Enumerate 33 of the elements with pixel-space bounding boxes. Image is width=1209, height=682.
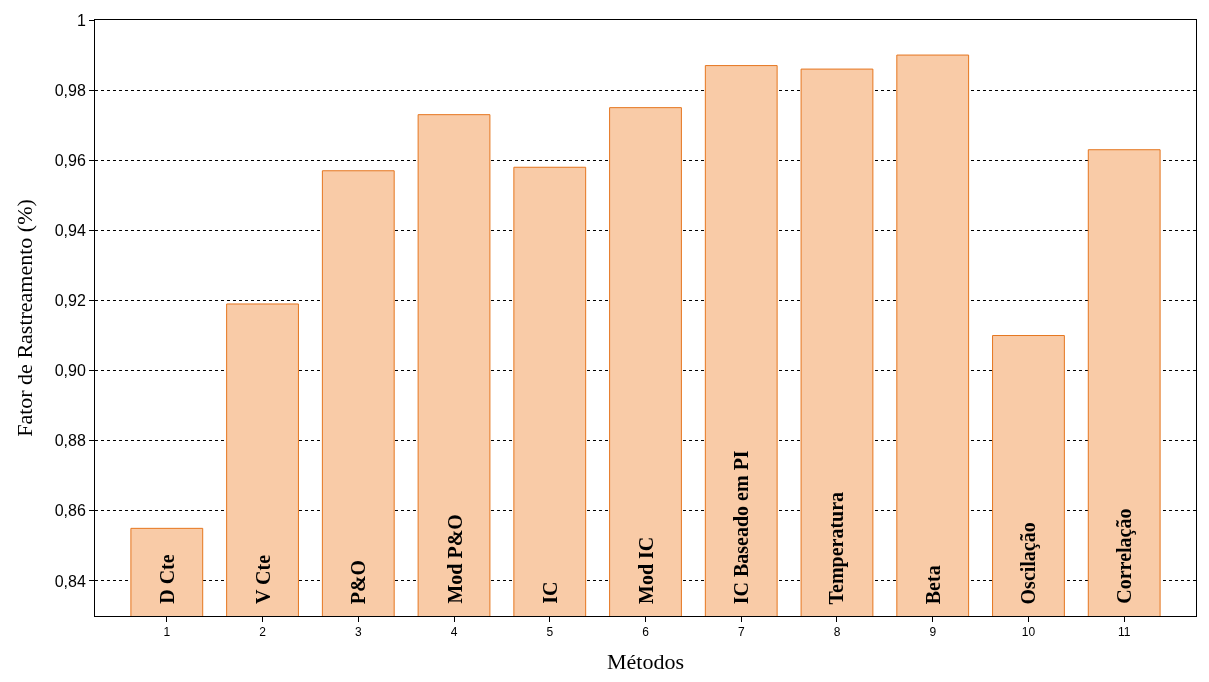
y-tick-label: 0,94 (54, 221, 86, 239)
x-tick-label: 9 (929, 625, 937, 640)
x-tick-label: 8 (833, 625, 841, 640)
x-axis-title: Métodos (607, 649, 684, 675)
y-tick-label: 1 (76, 11, 86, 29)
x-tick-label: 2 (259, 625, 267, 640)
x-tick-label: 7 (737, 625, 745, 640)
annotation: IC Baseado em PI (730, 450, 753, 605)
x-tick-label: 6 (642, 625, 650, 640)
y-tick-label: 0,84 (54, 572, 86, 590)
x-tick-label: 1 (163, 625, 171, 640)
y-axis-title: Fator de Rastreamento (%) (12, 199, 38, 437)
y-tick-label: 0,88 (54, 432, 86, 450)
y-tick-label: 0,86 (54, 502, 86, 520)
y-tick-label: 0,90 (54, 362, 86, 380)
annotation: Mod IC (635, 536, 657, 604)
annotation: V Cte (252, 554, 275, 605)
annotation: Mod P&O (443, 514, 466, 604)
annotation: Beta (922, 565, 945, 605)
y-tick-label: 0,92 (54, 292, 86, 310)
annotation: Correlação (1112, 508, 1136, 604)
y-tick-label: 0,96 (54, 151, 86, 169)
annotation: IC (538, 581, 561, 604)
x-tick-label: 3 (354, 625, 362, 640)
annotation: Temperatura (825, 491, 849, 605)
annotation: D Cte (155, 554, 178, 604)
x-tick-label: 5 (546, 625, 554, 640)
annotation: Oscilação (1017, 522, 1041, 605)
y-tick-label: 0,98 (54, 81, 86, 99)
annotation: P&O (347, 559, 370, 605)
x-tick-label: 10 (1021, 625, 1036, 640)
x-tick-label: 4 (450, 625, 458, 640)
x-tick-label: 11 (1117, 625, 1131, 640)
